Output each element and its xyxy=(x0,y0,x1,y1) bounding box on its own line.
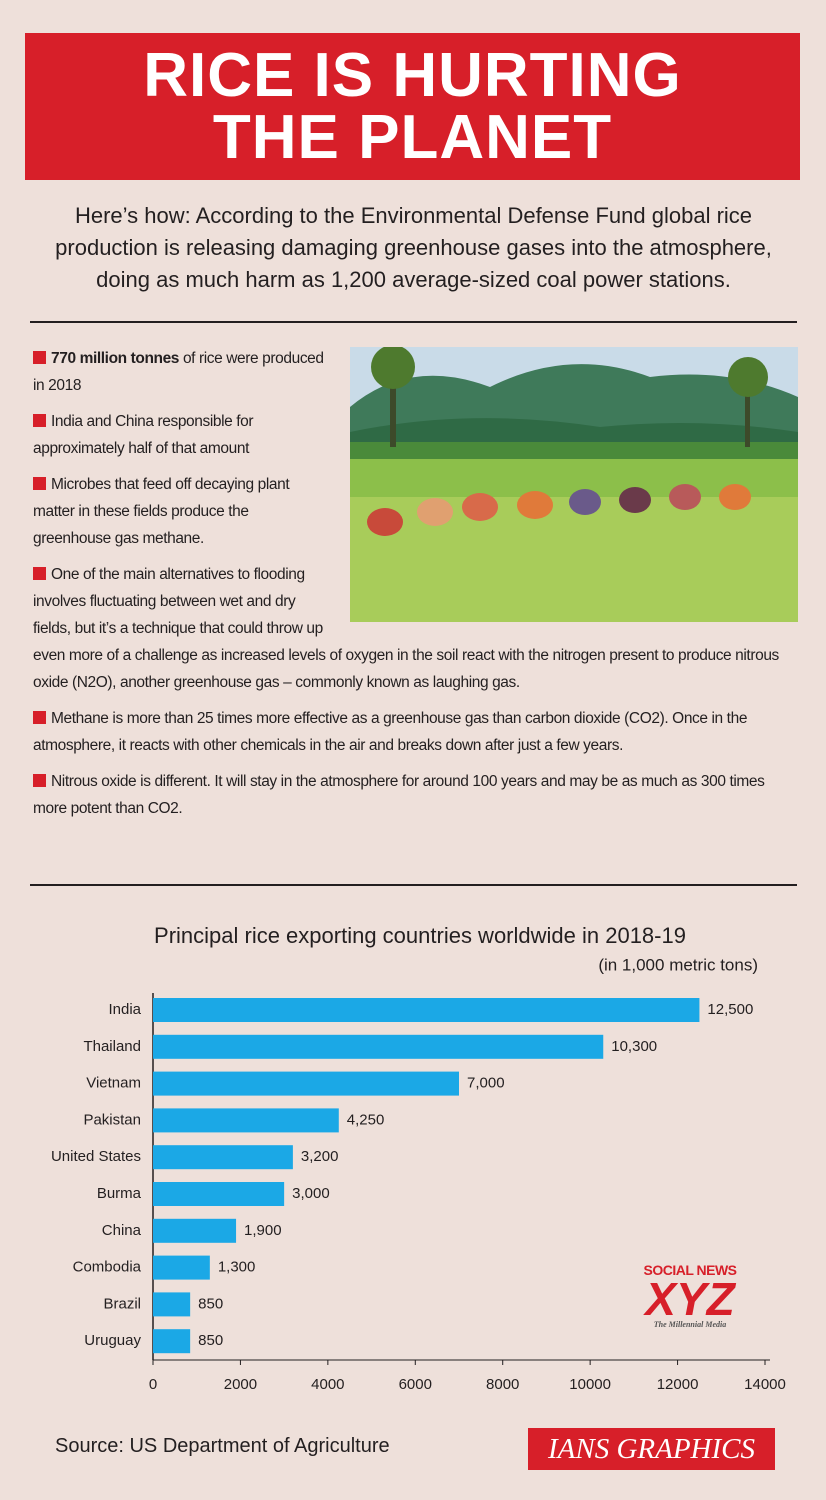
y-tick-label: Pakistan xyxy=(83,1111,141,1128)
bar xyxy=(153,1255,210,1280)
x-tick-label: 14000 xyxy=(744,1376,786,1393)
bar xyxy=(153,1145,293,1170)
bar xyxy=(153,998,700,1022)
x-tick-label: 10000 xyxy=(569,1376,611,1393)
chart-title: Principal rice exporting countries world… xyxy=(154,923,686,948)
y-tick-label: India xyxy=(108,1001,141,1018)
value-label: 1,300 xyxy=(218,1259,256,1276)
bullet-text: One of the main alternatives to flooding… xyxy=(33,566,779,691)
watermark-tagline: The Millennial Media xyxy=(653,1320,727,1329)
value-label: 4,250 xyxy=(347,1111,385,1128)
y-tick-label: China xyxy=(102,1222,142,1239)
y-tick-label: Thailand xyxy=(83,1038,141,1055)
bullet: Methane is more than 25 times more effec… xyxy=(33,705,798,759)
bar xyxy=(153,1108,339,1133)
bar xyxy=(153,1071,459,1096)
bullet: 770 million tonnes of rice were produced… xyxy=(33,345,798,399)
y-tick-label: Vietnam xyxy=(86,1075,141,1092)
y-tick-label: Combodia xyxy=(73,1259,142,1276)
divider xyxy=(30,321,797,323)
x-tick-label: 12000 xyxy=(657,1376,699,1393)
chart-subtitle: (in 1,000 metric tons) xyxy=(598,955,758,974)
value-label: 3,200 xyxy=(301,1148,339,1165)
y-tick-label: Uruguay xyxy=(84,1332,141,1349)
bar xyxy=(153,1218,237,1243)
watermark-top: SOCIAL NEWS xyxy=(643,1262,737,1278)
watermark: SOCIAL NEWS XYZ The Millennial Media xyxy=(635,1262,745,1329)
x-tick-label: 4000 xyxy=(311,1376,344,1393)
value-label: 850 xyxy=(198,1332,223,1349)
bar xyxy=(153,1034,604,1059)
watermark-main: XYZ xyxy=(645,1273,735,1325)
bullet-text: Microbes that feed off decaying plant ma… xyxy=(33,476,290,547)
value-label: 12,500 xyxy=(707,1001,753,1018)
value-label: 3,000 xyxy=(292,1185,330,1202)
x-tick-label: 6000 xyxy=(399,1376,432,1393)
bullet-list: 770 million tonnes of rice were produced… xyxy=(33,345,798,831)
value-label: 1,900 xyxy=(244,1222,282,1239)
bullet-bold: 770 million tonnes xyxy=(51,350,180,367)
y-tick-label: Brazil xyxy=(103,1295,141,1312)
bullet-text: Methane is more than 25 times more effec… xyxy=(33,710,748,754)
value-label: 850 xyxy=(198,1295,223,1312)
source: Source: US Department of Agriculture xyxy=(55,1435,390,1457)
title-line: THE PLANET xyxy=(212,103,613,172)
bar xyxy=(153,1292,191,1317)
title-banner: RICE IS HURTING THE PLANET xyxy=(25,33,800,180)
chart: Principal rice exporting countries world… xyxy=(51,923,786,1393)
photo xyxy=(350,347,798,622)
y-tick-label: Burma xyxy=(97,1185,142,1202)
x-tick-label: 2000 xyxy=(224,1376,257,1393)
y-tick-label: United States xyxy=(51,1148,141,1165)
bar xyxy=(153,1182,285,1206)
bar xyxy=(153,1329,191,1354)
bullet-text: of rice were produced in 2018 xyxy=(33,350,324,394)
value-label: 10,300 xyxy=(611,1038,657,1055)
title-line: RICE IS HURTING xyxy=(143,41,682,110)
intro-text: Here’s how: According to the Environment… xyxy=(55,203,772,292)
bullet: Nitrous oxide is different. It will stay… xyxy=(33,768,798,822)
bullet-text: India and China responsible for approxim… xyxy=(33,413,254,457)
divider xyxy=(30,884,797,886)
bullet: Microbes that feed off decaying plant ma… xyxy=(33,471,758,552)
x-tick-label: 0 xyxy=(149,1376,157,1393)
value-label: 7,000 xyxy=(467,1075,505,1092)
bullet: India and China responsible for approxim… xyxy=(33,408,678,462)
bullet: One of the main alternatives to flooding… xyxy=(33,561,798,696)
bullet-text: Nitrous oxide is different. It will stay… xyxy=(33,773,765,817)
x-tick-label: 8000 xyxy=(486,1376,519,1393)
credit: IANS GRAPHICS xyxy=(528,1428,775,1470)
